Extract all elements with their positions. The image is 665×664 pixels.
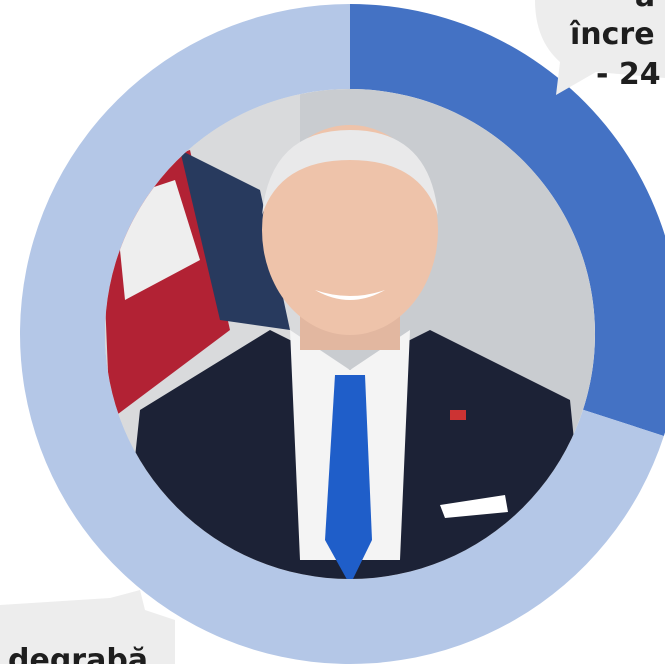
annotation: a xyxy=(635,0,655,14)
callout-bubble xyxy=(0,590,175,664)
annotation: - 24 xyxy=(596,57,661,92)
donut-segment xyxy=(350,4,665,436)
callout-bubble xyxy=(535,0,665,95)
portrait xyxy=(105,89,595,579)
annotation: degrabă xyxy=(8,643,148,664)
annotation: încre xyxy=(569,17,655,52)
